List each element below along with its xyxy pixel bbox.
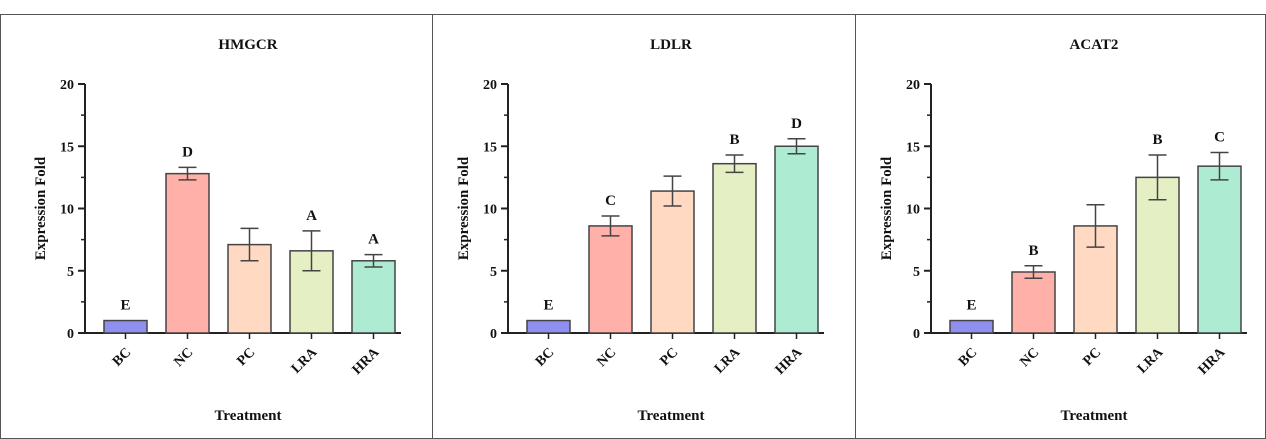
x-tick-label-nc: NC bbox=[171, 345, 196, 370]
y-tick-label: 10 bbox=[60, 203, 74, 218]
significance-letter: B bbox=[1028, 243, 1038, 259]
significance-letter: E bbox=[543, 298, 553, 314]
y-tick-label: 15 bbox=[60, 140, 74, 155]
y-axis-label: Expression Fold bbox=[456, 156, 472, 260]
x-tick-label-hra: HRA bbox=[1196, 345, 1229, 378]
x-tick-label-lra: LRA bbox=[1135, 345, 1167, 377]
chart-panel-ldlr: LDLR 0 5 10 15 20 Expression Fold E BC C NC PC B LRA D… bbox=[456, 37, 824, 424]
x-tick-label-lra: LRA bbox=[712, 345, 744, 377]
y-tick-label: 5 bbox=[67, 265, 74, 280]
y-tick-label: 5 bbox=[913, 265, 920, 280]
chart-title: ACAT2 bbox=[1070, 37, 1119, 53]
chart-panel-acat2: ACAT2 0 5 10 15 20 Expression Fold E BC B NC PC B LRA… bbox=[879, 37, 1247, 424]
x-tick-label-pc: PC bbox=[1081, 345, 1105, 369]
bar-bc bbox=[949, 319, 994, 334]
y-axis-label: Expression Fold bbox=[879, 156, 895, 260]
bar-lra bbox=[712, 162, 757, 334]
y-tick-label: 5 bbox=[490, 265, 497, 280]
x-tick-label-lra: LRA bbox=[289, 345, 321, 377]
x-tick-label-nc: NC bbox=[1017, 345, 1042, 370]
bar-bc bbox=[526, 319, 571, 334]
significance-letter: B bbox=[1152, 132, 1162, 148]
x-tick-label-bc: BC bbox=[533, 345, 557, 369]
x-axis-label: Treatment bbox=[1061, 408, 1128, 424]
bar-bc bbox=[103, 319, 148, 334]
significance-letter: C bbox=[605, 193, 616, 209]
x-axis-label: Treatment bbox=[215, 408, 282, 424]
significance-letter: E bbox=[120, 298, 130, 314]
x-axis-label: Treatment bbox=[638, 408, 705, 424]
x-tick-label-hra: HRA bbox=[773, 345, 806, 378]
y-tick-label: 20 bbox=[906, 78, 920, 93]
bar-nc bbox=[165, 172, 210, 334]
bar-nc bbox=[588, 225, 633, 334]
significance-letter: D bbox=[791, 116, 802, 132]
significance-letter: E bbox=[966, 298, 976, 314]
y-tick-label: 0 bbox=[913, 327, 920, 342]
y-tick-label: 0 bbox=[67, 327, 74, 342]
bar-hra bbox=[774, 145, 819, 334]
bar-lra bbox=[1135, 176, 1180, 334]
significance-letter: D bbox=[182, 144, 193, 160]
x-tick-label-nc: NC bbox=[594, 345, 619, 370]
bar-pc bbox=[650, 190, 695, 334]
chart-panel-hmgcr: HMGCR 0 5 10 15 20 Expression Fold E BC D NC PC A LRA… bbox=[33, 37, 401, 424]
chart-title: HMGCR bbox=[218, 37, 277, 53]
significance-letter: A bbox=[306, 208, 317, 224]
x-tick-label-pc: PC bbox=[658, 345, 682, 369]
x-tick-label-bc: BC bbox=[110, 345, 134, 369]
x-tick-label-hra: HRA bbox=[350, 345, 383, 378]
significance-letter: A bbox=[368, 232, 379, 248]
bar-hra bbox=[1197, 165, 1242, 334]
bar-nc bbox=[1011, 271, 1056, 334]
y-tick-label: 10 bbox=[906, 203, 920, 218]
y-tick-label: 10 bbox=[483, 203, 497, 218]
y-tick-label: 15 bbox=[906, 140, 920, 155]
y-axis-label: Expression Fold bbox=[33, 156, 49, 260]
y-tick-label: 20 bbox=[60, 78, 74, 93]
y-tick-label: 0 bbox=[490, 327, 497, 342]
x-tick-label-bc: BC bbox=[956, 345, 980, 369]
bar-hra bbox=[351, 260, 396, 334]
y-tick-label: 15 bbox=[483, 140, 497, 155]
significance-letter: B bbox=[729, 132, 739, 148]
significance-letter: C bbox=[1214, 129, 1225, 145]
chart-title: LDLR bbox=[650, 37, 692, 53]
x-tick-label-pc: PC bbox=[235, 345, 259, 369]
y-tick-label: 20 bbox=[483, 78, 497, 93]
